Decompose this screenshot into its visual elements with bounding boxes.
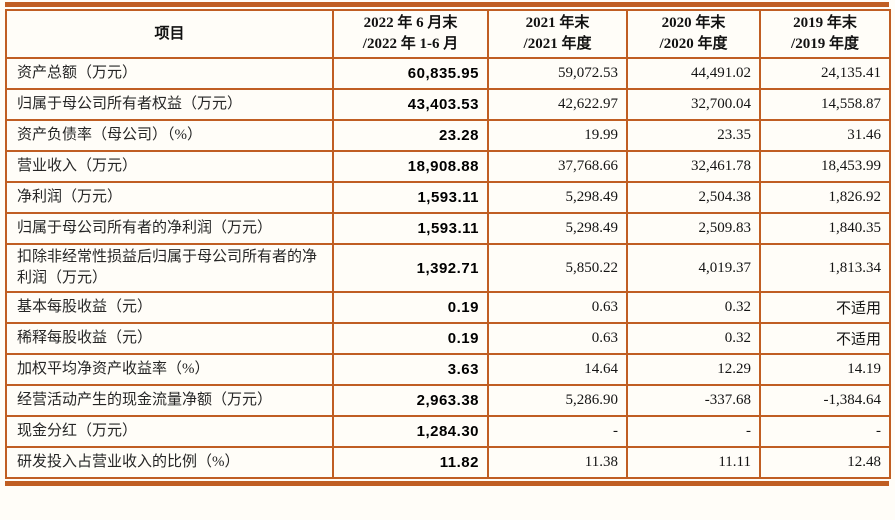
table-row: 稀释每股收益（元） 0.19 0.63 0.32 不适用 [5, 322, 891, 355]
table-row: 经营活动产生的现金流量净额（万元） 2,963.38 5,286.90 -337.68… [5, 384, 891, 417]
table-row: 扣除非经常性损益后归属于母公司所有者的净利润（万元） 1,392.71 5,850.… [5, 243, 891, 293]
row-label: 加权平均净资产收益率（%） [5, 353, 334, 386]
value-cell: 44,491.02 [626, 57, 761, 90]
value-cell: 1,392.71 [332, 243, 489, 293]
row-label: 扣除非经常性损益后归属于母公司所有者的净利润（万元） [5, 243, 334, 293]
value-cell: 5,298.49 [487, 181, 628, 214]
table-row: 资产负债率（母公司）（%） 23.28 19.99 23.35 31.46 [5, 119, 891, 152]
value-cell: - [487, 415, 628, 448]
row-label: 归属于母公司所有者的净利润（万元） [5, 212, 334, 245]
value-cell: 12.29 [626, 353, 761, 386]
header-cell-2020: 2020 年末 /2020 年度 [626, 9, 761, 59]
value-cell: 2,509.83 [626, 212, 761, 245]
table-row: 加权平均净资产收益率（%） 3.63 14.64 12.29 14.19 [5, 353, 891, 386]
header-row: 项目 2022 年 6 月末 /2022 年 1-6 月 2021 年末 /20… [5, 9, 891, 59]
value-cell: 11.82 [332, 446, 489, 479]
value-cell: -1,384.64 [759, 384, 891, 417]
row-label: 营业收入（万元） [5, 150, 334, 183]
value-cell: 0.63 [487, 291, 628, 324]
value-cell: 0.32 [626, 291, 761, 324]
value-cell: 18,453.99 [759, 150, 891, 183]
value-cell: 0.63 [487, 322, 628, 355]
value-cell: 43,403.53 [332, 88, 489, 121]
value-cell: 37,768.66 [487, 150, 628, 183]
value-cell: 60,835.95 [332, 57, 489, 90]
table-row: 归属于母公司所有者权益（万元） 43,403.53 42,622.97 32,700.… [5, 88, 891, 121]
value-cell: 59,072.53 [487, 57, 628, 90]
value-cell: 1,813.34 [759, 243, 891, 293]
value-cell: - [759, 415, 891, 448]
value-cell: 32,461.78 [626, 150, 761, 183]
value-cell: 11.38 [487, 446, 628, 479]
value-cell: 1,284.30 [332, 415, 489, 448]
value-cell: 14.64 [487, 353, 628, 386]
row-label: 资产总额（万元） [5, 57, 334, 90]
row-label: 现金分红（万元） [5, 415, 334, 448]
table-row: 营业收入（万元） 18,908.88 37,768.66 32,461.78 18,45… [5, 150, 891, 183]
value-cell: 0.19 [332, 291, 489, 324]
table-row: 净利润（万元） 1,593.11 5,298.49 2,504.38 1,826.92 [5, 181, 891, 214]
value-cell: 4,019.37 [626, 243, 761, 293]
value-cell: 1,593.11 [332, 181, 489, 214]
header-cell-2019: 2019 年末 /2019 年度 [759, 9, 891, 59]
value-cell: 1,826.92 [759, 181, 891, 214]
value-cell: 24,135.41 [759, 57, 891, 90]
value-cell: 18,908.88 [332, 150, 489, 183]
row-label: 基本每股收益（元） [5, 291, 334, 324]
row-label: 归属于母公司所有者权益（万元） [5, 88, 334, 121]
value-cell: 1,593.11 [332, 212, 489, 245]
financial-indicators-table: 项目 2022 年 6 月末 /2022 年 1-6 月 2021 年末 /20… [5, 9, 891, 479]
table-row: 归属于母公司所有者的净利润（万元） 1,593.11 5,298.49 2,509.8… [5, 212, 891, 245]
value-cell: 2,504.38 [626, 181, 761, 214]
value-cell: 5,850.22 [487, 243, 628, 293]
row-label: 资产负债率（母公司）（%） [5, 119, 334, 152]
value-cell: 23.28 [332, 119, 489, 152]
value-cell: 0.19 [332, 322, 489, 355]
table-body: 资产总额（万元） 60,835.95 59,072.53 44,491.02 24,13… [5, 57, 891, 479]
value-cell: 14,558.87 [759, 88, 891, 121]
header-cell-item: 项目 [5, 9, 334, 59]
value-cell: 2,963.38 [332, 384, 489, 417]
value-cell: 32,700.04 [626, 88, 761, 121]
value-cell: 23.35 [626, 119, 761, 152]
value-cell: 不适用 [759, 322, 891, 355]
row-label: 经营活动产生的现金流量净额（万元） [5, 384, 334, 417]
table-row: 现金分红（万元） 1,284.30- - - [5, 415, 891, 448]
header-cell-2021: 2021 年末 /2021 年度 [487, 9, 628, 59]
value-cell: 12.48 [759, 446, 891, 479]
value-cell: 5,286.90 [487, 384, 628, 417]
value-cell: 31.46 [759, 119, 891, 152]
row-label: 研发投入占营业收入的比例（%） [5, 446, 334, 479]
value-cell: 5,298.49 [487, 212, 628, 245]
row-label: 稀释每股收益（元） [5, 322, 334, 355]
table-row: 研发投入占营业收入的比例（%） 11.82 11.38 11.11 12.48 [5, 446, 891, 479]
value-cell: 不适用 [759, 291, 891, 324]
value-cell: 19.99 [487, 119, 628, 152]
value-cell: 0.32 [626, 322, 761, 355]
row-label: 净利润（万元） [5, 181, 334, 214]
value-cell: 42,622.97 [487, 88, 628, 121]
value-cell: 14.19 [759, 353, 891, 386]
financial-table-frame: 项目 2022 年 6 月末 /2022 年 1-6 月 2021 年末 /20… [5, 2, 891, 486]
table-row: 基本每股收益（元） 0.19 0.63 0.32 不适用 [5, 291, 891, 324]
value-cell: -337.68 [626, 384, 761, 417]
value-cell: - [626, 415, 761, 448]
header-cell-2022: 2022 年 6 月末 /2022 年 1-6 月 [332, 9, 489, 59]
table-row: 资产总额（万元） 60,835.95 59,072.53 44,491.02 24,13… [5, 57, 891, 90]
value-cell: 1,840.35 [759, 212, 891, 245]
value-cell: 11.11 [626, 446, 761, 479]
table-header: 项目 2022 年 6 月末 /2022 年 1-6 月 2021 年末 /20… [5, 9, 891, 59]
value-cell: 3.63 [332, 353, 489, 386]
